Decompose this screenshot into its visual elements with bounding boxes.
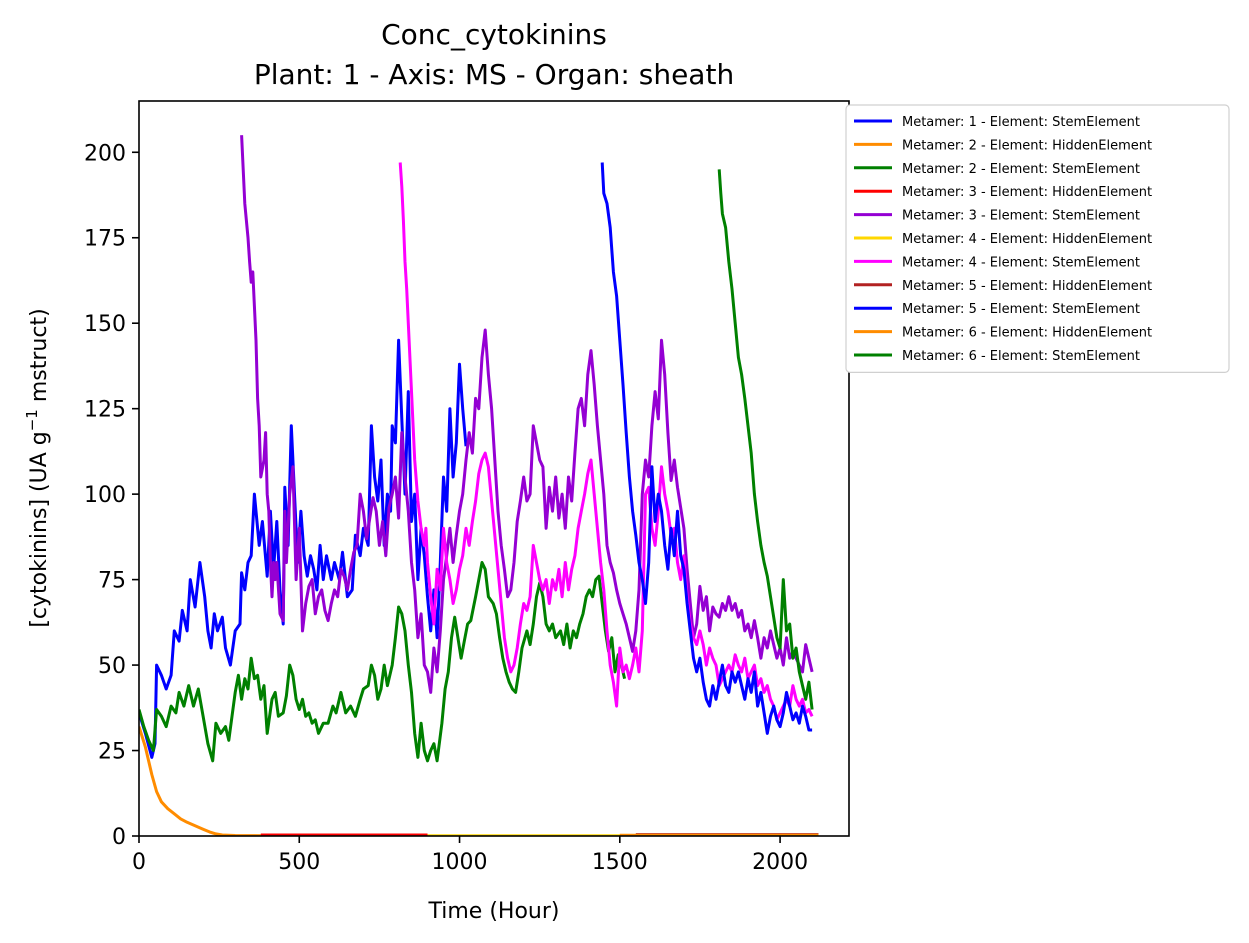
legend-label: Metamer: 1 - Element: StemElement <box>902 115 1140 130</box>
y-tick-label: 50 <box>98 654 126 679</box>
legend-label: Metamer: 4 - Element: HiddenElement <box>902 232 1152 247</box>
legend-label: Metamer: 5 - Element: StemElement <box>902 302 1140 317</box>
chart-title: Conc_cytokinins <box>381 18 607 51</box>
y-axis-label-main: [cytokinins] (UA g <box>27 431 52 627</box>
plot-frame <box>138 100 850 837</box>
y-axis-label: [cytokinins] (UA g−1 mstruct) <box>23 308 52 627</box>
legend-label: Metamer: 6 - Element: StemElement <box>902 349 1140 364</box>
legend-label: Metamer: 4 - Element: StemElement <box>902 255 1140 270</box>
legend-label: Metamer: 3 - Element: StemElement <box>902 209 1140 224</box>
legend-label: Metamer: 2 - Element: StemElement <box>902 162 1140 177</box>
legend-label: Metamer: 3 - Element: HiddenElement <box>902 185 1152 200</box>
legend-label: Metamer: 6 - Element: HiddenElement <box>902 326 1152 341</box>
series-line-9 <box>600 162 813 735</box>
axes: 0 500 1000 1500 2000 0 25 50 75 100 125 150 175 200 <box>84 100 850 875</box>
x-tick-label: 1500 <box>592 850 648 875</box>
x-tick-label: 1000 <box>432 850 488 875</box>
y-tick-label: 75 <box>98 569 126 594</box>
y-tick-label: 175 <box>84 227 126 252</box>
series-line-11 <box>717 169 814 710</box>
legend-box <box>845 104 1230 373</box>
y-axis-label-tail: mstruct) <box>27 308 52 409</box>
y-tick-label: 200 <box>84 141 126 166</box>
chart-subtitle: Plant: 1 - Axis: MS - Organ: sheath <box>254 58 734 91</box>
legend-label: Metamer: 2 - Element: HiddenElement <box>902 138 1152 153</box>
y-tick-label: 0 <box>112 825 126 850</box>
y-tick-label: 150 <box>84 312 126 337</box>
y-tick-label: 125 <box>84 398 126 423</box>
legend-label: Metamer: 5 - Element: HiddenElement <box>902 279 1152 294</box>
y-tick-label: 25 <box>98 740 126 765</box>
series-line-5 <box>240 135 814 694</box>
x-tick-label: 500 <box>278 850 320 875</box>
legend: Metamer: 1 - Element: StemElement Metamer… <box>845 104 1230 373</box>
y-tick-label: 100 <box>84 483 126 508</box>
series-line-7 <box>398 162 814 722</box>
series-line-3 <box>139 561 627 763</box>
series-line-1 <box>139 338 468 759</box>
x-axis-label: Time (Hour) <box>428 899 560 924</box>
x-tick-label: 0 <box>132 850 146 875</box>
y-axis-label-exponent: −1 <box>23 409 41 431</box>
x-tick-label: 2000 <box>752 850 808 875</box>
